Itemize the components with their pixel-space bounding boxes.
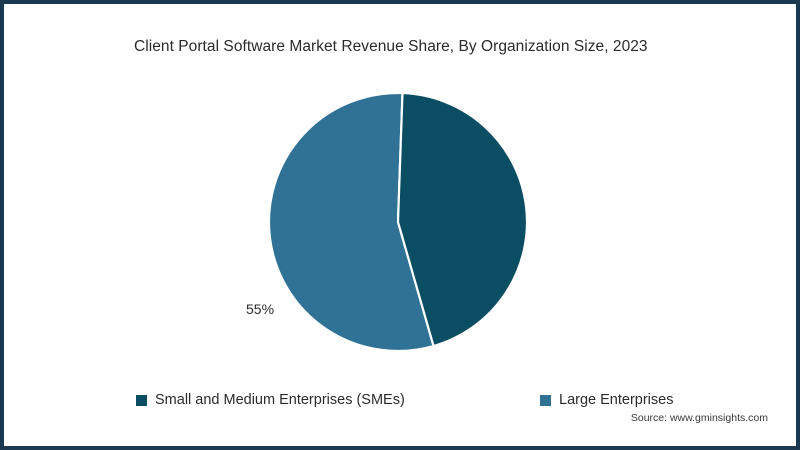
legend-item-large-enterprises[interactable]: Large Enterprises [540,388,673,412]
pie-chart-svg [267,91,529,353]
chart-legend: Small and Medium Enterprises (SMEs) Larg… [136,388,716,412]
pie-slice-large-enterprises[interactable] [267,91,435,353]
legend-item-smes[interactable]: Small and Medium Enterprises (SMEs) [136,388,405,412]
source-attribution: Source: www.gminsights.com [630,412,768,424]
pie-slice-label-large-enterprises: 55% [246,301,275,317]
legend-swatch-icon-large-enterprises [540,394,551,406]
legend-swatch-icon-smes [136,394,147,406]
inner-frame: Client Portal Software Market Revenue Sh… [7,7,793,443]
legend-label-large-enterprises: Large Enterprises [559,392,674,408]
page-title: Client Portal Software Market Revenue Sh… [134,38,648,55]
pie-chart [263,84,539,364]
pie-slice-smes[interactable] [396,91,529,348]
legend-label-smes: Small and Medium Enterprises (SMEs) [155,392,405,408]
